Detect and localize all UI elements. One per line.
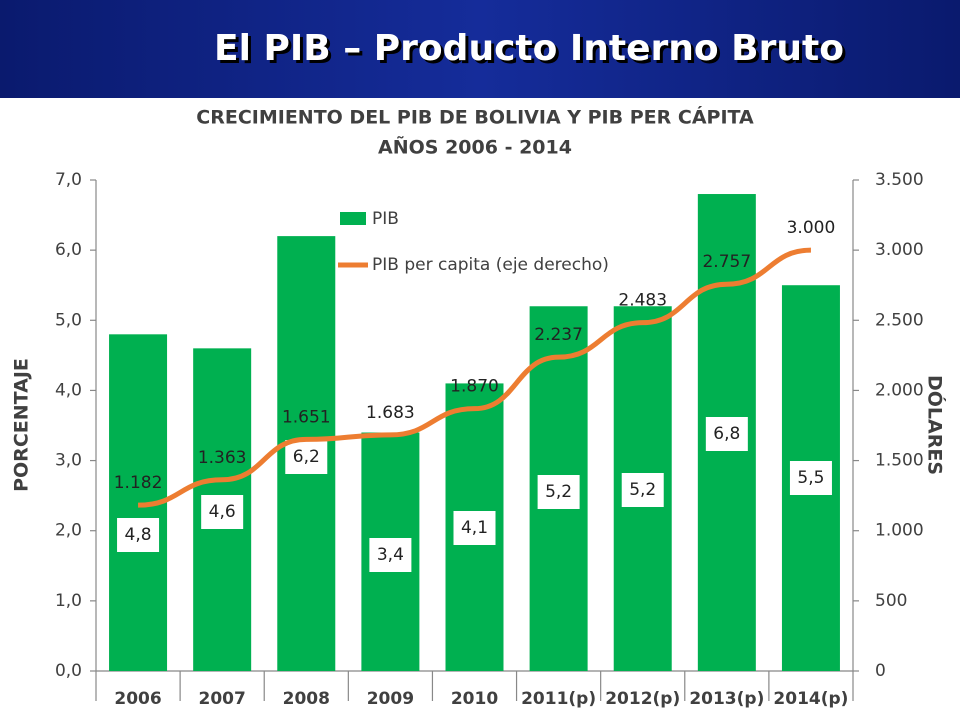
bar-label: 6,2 (293, 447, 320, 467)
bar-label-box (285, 440, 328, 474)
bar-label-box (789, 461, 832, 495)
y2-tick-label: 3.500 (875, 170, 924, 190)
y-tick-label: 2,0 (55, 521, 82, 541)
x-tick-label: 2008 (283, 689, 330, 709)
bar-label-box (537, 475, 580, 509)
y-tick-label: 0,0 (55, 661, 82, 681)
bar-label: 5,2 (629, 480, 656, 500)
line (138, 247, 812, 508)
x-tick-label: 2007 (199, 689, 246, 709)
x-tick-label: 2006 (114, 689, 161, 709)
bar-label-box (117, 518, 160, 552)
bar-label-box (705, 417, 748, 451)
line-label: 2.483 (618, 291, 667, 311)
bar-label: 5,5 (797, 468, 824, 488)
x-tick-label: 2009 (367, 689, 414, 709)
header-shadow: El PIB – Producto Interno Bruto (217, 31, 847, 72)
y-tick-label: 7,0 (55, 170, 82, 190)
bar-label-box (621, 473, 664, 507)
line-label: 3.000 (787, 218, 836, 238)
bar-label-box (369, 538, 412, 572)
y2-tick-label: 1.000 (875, 521, 924, 541)
y2-axis-label: DÓLARES (924, 375, 948, 475)
bar-label: 4,1 (461, 518, 488, 538)
header-title: El PIB – Producto Interno Bruto (214, 28, 844, 69)
bar-label: 6,8 (713, 424, 740, 444)
y2-tick-label: 2.000 (875, 380, 924, 400)
line-label: 1.870 (450, 377, 499, 397)
line-label: 1.363 (198, 448, 247, 468)
bar-label-box (201, 495, 244, 529)
legend-label: PIB per capita (eje derecho) (372, 255, 609, 275)
line-label: 2.757 (702, 252, 751, 272)
x-tick-label: 2013(p) (689, 689, 764, 709)
header-bar (0, 0, 960, 98)
x-tick-label: 2014(p) (773, 689, 848, 709)
y2-tick-label: 500 (875, 591, 907, 611)
y-tick-label: 1,0 (55, 591, 82, 611)
y2-tick-label: 2.500 (875, 310, 924, 330)
bar-label: 4,6 (209, 502, 236, 522)
y-tick-label: 3,0 (55, 451, 82, 471)
legend-label: PIB (372, 209, 399, 229)
bar-label: 4,8 (125, 525, 152, 545)
line-label: 1.182 (114, 473, 163, 493)
chart-title: CRECIMIENTO DEL PIB DE BOLIVIA Y PIB PER… (196, 106, 754, 129)
bar-label: 5,2 (545, 482, 572, 502)
bar-label: 3,4 (377, 545, 404, 565)
y2-tick-label: 1.500 (875, 451, 924, 471)
x-tick-label: 2010 (451, 689, 498, 709)
bar-label-box (453, 511, 496, 545)
y-tick-label: 4,0 (55, 380, 82, 400)
legend-swatch (340, 212, 366, 225)
y2-tick-label: 3.000 (875, 240, 924, 260)
y-tick-label: 6,0 (55, 240, 82, 260)
x-tick-label: 2012(p) (605, 689, 680, 709)
y-tick-label: 5,0 (55, 310, 82, 330)
line-label: 1.651 (282, 407, 331, 427)
x-tick-label: 2011(p) (521, 689, 596, 709)
line-label: 1.683 (366, 403, 415, 423)
line-label: 2.237 (534, 325, 583, 345)
chart-subtitle: AÑOS 2006 - 2014 (378, 135, 572, 159)
y2-tick-label: 0 (875, 661, 886, 681)
y-axis-label: PORCENTAJE (11, 358, 33, 492)
